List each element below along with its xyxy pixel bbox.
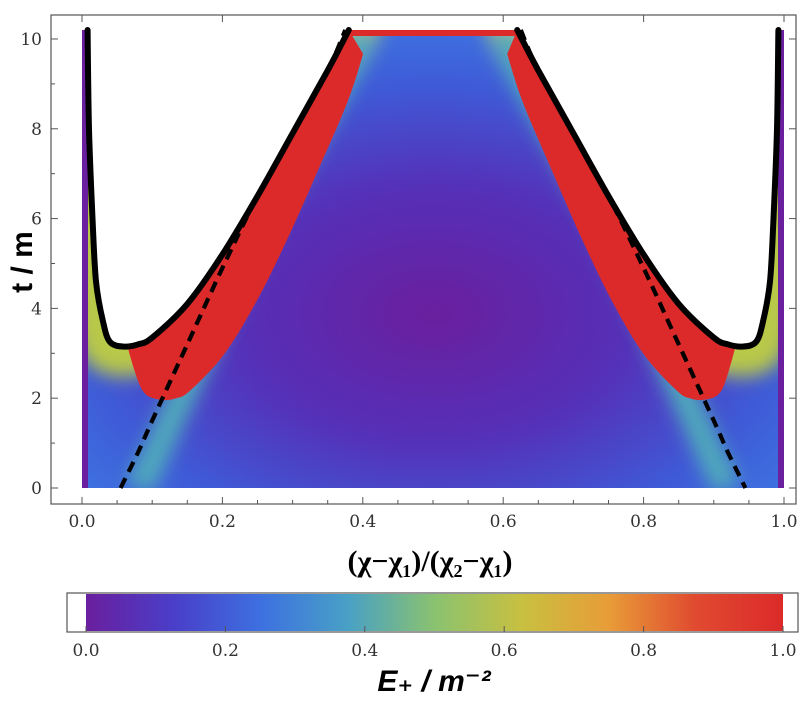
colorbar-tick-label-1: 0.2 bbox=[212, 641, 239, 661]
y-tick-label-2: 4 bbox=[31, 299, 42, 319]
x-tick-label-5: 1.0 bbox=[770, 512, 797, 532]
colorbar-label: E₊ / m⁻² bbox=[377, 665, 491, 698]
colorbar-tick-label-0: 0.0 bbox=[72, 641, 99, 661]
x-axis-label: (χ−χ₁)/(χ₂−χ₁) bbox=[348, 545, 513, 578]
dashed-curve-2 bbox=[118, 29, 348, 489]
heatmap-right-edge bbox=[778, 30, 784, 488]
heatmap-field bbox=[82, 30, 784, 488]
colorbar-tick-label-5: 1.0 bbox=[769, 641, 796, 661]
x-tick-label-4: 0.8 bbox=[630, 512, 657, 532]
heatmap-left-edge bbox=[82, 30, 88, 488]
region-outside-right bbox=[517, 30, 779, 347]
x-axis-ticks: 0.0 0.2 0.4 0.6 0.8 1.0 bbox=[68, 15, 798, 532]
y-tick-label-5: 10 bbox=[20, 30, 42, 50]
y-tick-label-0: 0 bbox=[31, 479, 42, 499]
x-tick-label-2: 0.4 bbox=[349, 512, 376, 532]
y-tick-label-4: 8 bbox=[31, 120, 42, 140]
x-tick-label-3: 0.6 bbox=[490, 512, 517, 532]
dashed-curve-3 bbox=[518, 29, 748, 489]
colorbar-tick-label-2: 0.4 bbox=[351, 641, 378, 661]
colorbar-tick-label-4: 0.8 bbox=[630, 641, 657, 661]
plot-frame bbox=[50, 14, 797, 505]
x-tick-label-1: 0.2 bbox=[209, 512, 236, 532]
colorbar-tick-label-3: 0.6 bbox=[491, 641, 518, 661]
y-tick-label-3: 6 bbox=[31, 210, 42, 230]
y-tick-label-1: 2 bbox=[31, 389, 42, 409]
colorbar-ticks: 0.0 0.2 0.4 0.6 0.8 1.0 bbox=[72, 626, 797, 661]
boundary-curve-0 bbox=[84, 27, 352, 350]
heatmap-red-top bbox=[345, 30, 521, 36]
region-outside-left bbox=[87, 30, 349, 347]
y-axis-ticks: 0 2 4 6 8 10 bbox=[20, 30, 796, 499]
x-tick-label-0: 0.0 bbox=[68, 512, 95, 532]
curves bbox=[84, 27, 782, 489]
colorbar bbox=[86, 594, 783, 631]
heatmap-red-band-left bbox=[87, 30, 364, 401]
y-axis-label: t / m bbox=[6, 231, 39, 293]
